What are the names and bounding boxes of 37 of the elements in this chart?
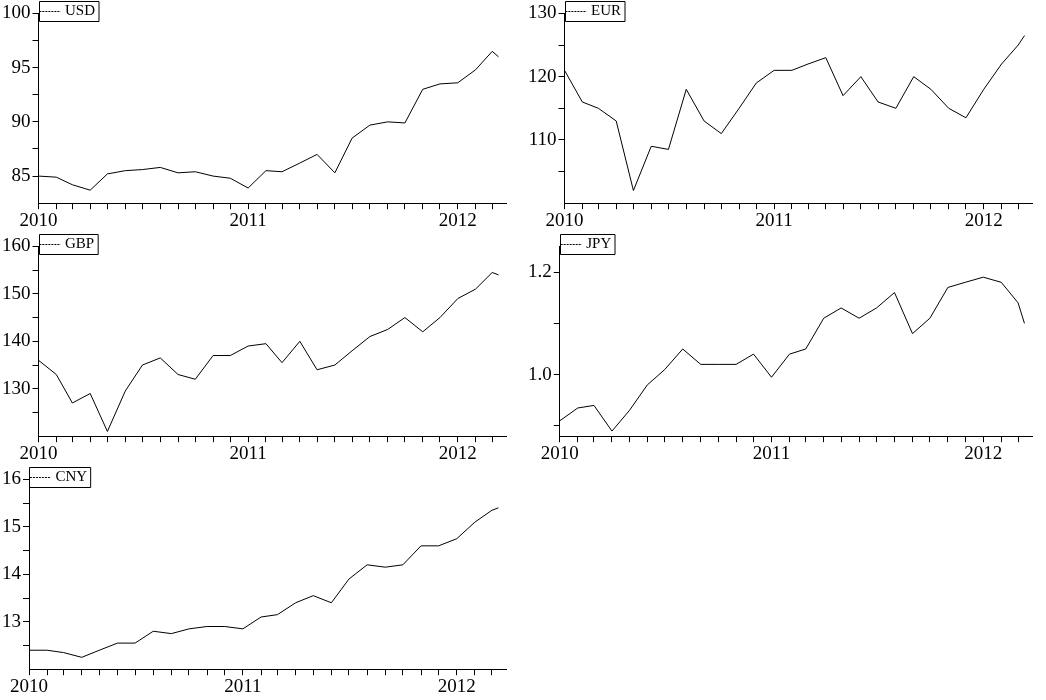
x-tick-label: 2010 [10, 674, 48, 696]
x-tick-label: 2012 [437, 674, 476, 696]
y-tick-label: 130 [528, 1, 557, 23]
x-tick-label: 2012 [964, 208, 1003, 230]
x-tick-label: 2010 [19, 208, 58, 230]
y-tick-label: 85 [11, 164, 31, 186]
y-tick-label: 1.2 [528, 260, 552, 282]
x-tick-label: 2012 [438, 441, 477, 463]
legend-label: GBP [65, 235, 95, 252]
legend-label: CNY [55, 468, 88, 485]
legend-label: USD [65, 2, 96, 19]
legend-label: JPY [586, 235, 612, 252]
x-tick-label: 2011 [752, 441, 791, 463]
y-tick-label: 140 [2, 329, 31, 351]
x-tick-label: 2011 [224, 674, 262, 696]
y-tick-label: 160 [2, 234, 31, 256]
y-tick-label: 1.0 [528, 362, 552, 384]
x-tick-label: 2011 [755, 208, 793, 230]
x-tick-label: 2011 [229, 441, 267, 463]
y-tick-label: 14 [2, 562, 22, 584]
y-tick-label: 150 [2, 281, 31, 303]
x-tick-label: 2012 [438, 208, 477, 230]
legend-label: EUR [591, 2, 621, 19]
x-tick-label: 2010 [19, 441, 58, 463]
y-tick-label: 16 [2, 467, 21, 489]
y-tick-label: 130 [2, 376, 31, 398]
y-tick-label: 110 [528, 127, 557, 149]
y-tick-label: 15 [2, 514, 21, 536]
y-tick-label: 120 [528, 64, 557, 86]
x-tick-label: 2010 [540, 441, 579, 463]
y-tick-label: 13 [2, 609, 21, 631]
y-tick-label: 95 [11, 55, 31, 77]
y-tick-label: 100 [2, 1, 31, 23]
x-tick-label: 2012 [964, 441, 1003, 463]
x-tick-label: 2010 [545, 208, 584, 230]
x-tick-label: 2011 [229, 208, 267, 230]
y-tick-label: 90 [11, 109, 31, 131]
